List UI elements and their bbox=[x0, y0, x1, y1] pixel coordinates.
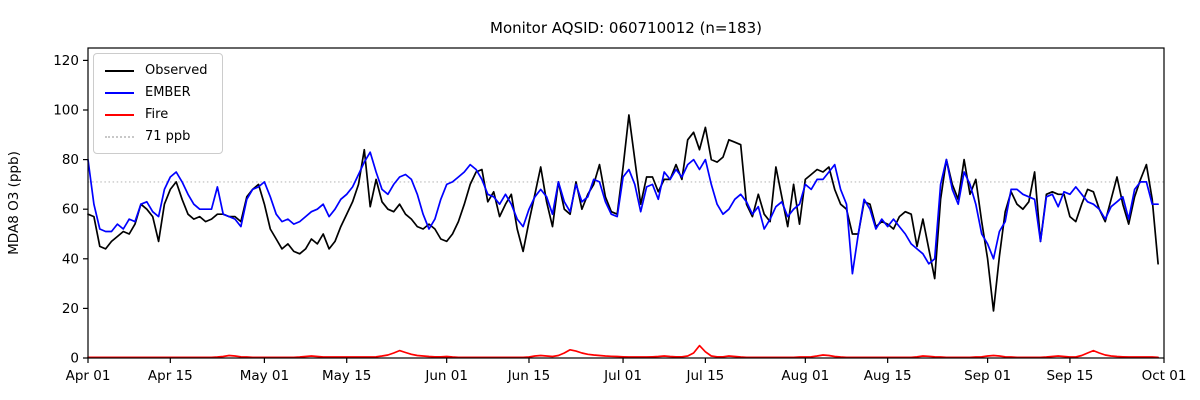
legend-label: EMBER bbox=[145, 85, 191, 100]
y-tick-label: 80 bbox=[62, 152, 79, 168]
series-line-ember bbox=[87, 151, 1159, 275]
x-tick-label: Jun 01 bbox=[424, 368, 468, 384]
x-tick-label: Oct 01 bbox=[1142, 368, 1187, 384]
y-tick-label: 20 bbox=[62, 301, 79, 317]
series-line-fire bbox=[87, 344, 1159, 359]
x-tick-label: Sep 15 bbox=[1046, 368, 1093, 384]
y-tick-label: 120 bbox=[53, 53, 79, 69]
x-tick-label: Jul 15 bbox=[685, 368, 724, 384]
x-tick-label: Apr 15 bbox=[148, 368, 193, 384]
x-tick-label: Jun 15 bbox=[507, 368, 551, 384]
x-tick-label: Aug 15 bbox=[864, 368, 912, 384]
legend-label: 71 ppb bbox=[145, 129, 191, 144]
x-tick-label: Jul 01 bbox=[603, 368, 642, 384]
legend-item-threshold: 71 ppb bbox=[105, 128, 208, 145]
chart-title: Monitor AQSID: 060710012 (n=183) bbox=[490, 19, 762, 37]
y-tick-label: 100 bbox=[53, 103, 79, 119]
x-tick-label: May 15 bbox=[322, 368, 371, 384]
plot-frame bbox=[87, 47, 1165, 359]
ember-line-swatch bbox=[105, 91, 134, 94]
threshold-line-swatch bbox=[105, 135, 134, 138]
legend-item-observed: Observed bbox=[105, 62, 208, 79]
legend: Observed EMBER Fire 71 ppb bbox=[93, 53, 223, 154]
x-tick-label: Apr 01 bbox=[66, 368, 111, 384]
y-tick-label: 60 bbox=[62, 202, 79, 218]
legend-item-ember: EMBER bbox=[105, 84, 208, 101]
series-line-observed bbox=[87, 114, 1159, 312]
y-tick-label: 0 bbox=[70, 351, 79, 367]
legend-item-fire: Fire bbox=[105, 106, 208, 123]
legend-label: Fire bbox=[145, 107, 169, 122]
x-tick-label: May 01 bbox=[240, 368, 289, 384]
y-tick-label: 40 bbox=[62, 251, 79, 267]
legend-label: Observed bbox=[145, 63, 208, 78]
x-tick-label: Aug 01 bbox=[781, 368, 829, 384]
fire-line-swatch bbox=[105, 113, 134, 116]
observed-line-swatch bbox=[105, 69, 134, 72]
x-tick-label: Sep 01 bbox=[964, 368, 1011, 384]
